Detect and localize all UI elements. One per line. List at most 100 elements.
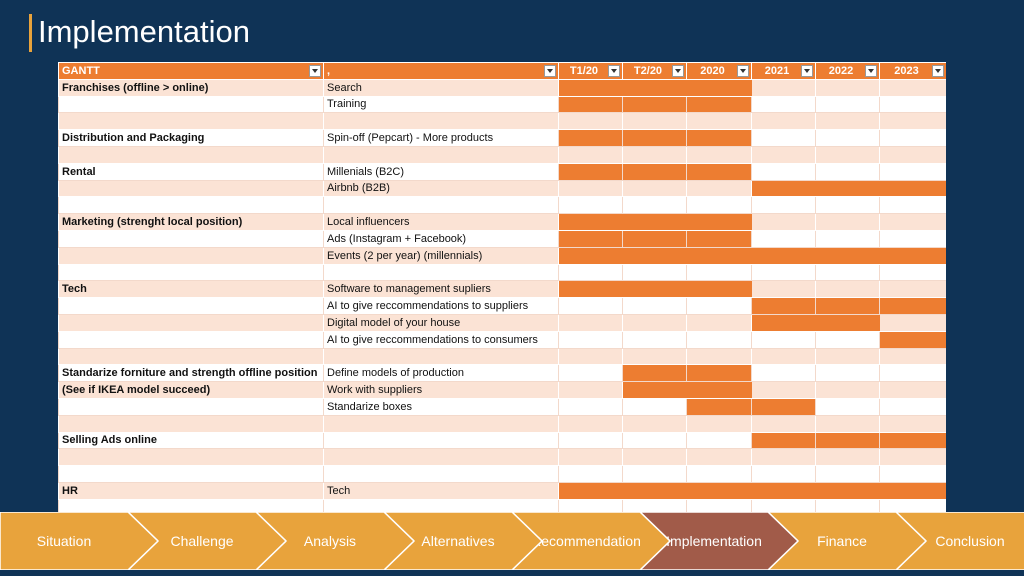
category-cell[interactable]: Rental — [58, 162, 324, 181]
timeline-cell[interactable] — [815, 162, 880, 181]
timeline-cell[interactable] — [558, 364, 623, 383]
category-cell[interactable] — [58, 112, 324, 131]
column-header[interactable]: 2023 — [879, 62, 946, 80]
gantt-bar-cell[interactable] — [751, 431, 816, 450]
timeline-cell[interactable] — [879, 112, 946, 131]
gantt-bar-cell[interactable] — [622, 280, 687, 299]
task-cell[interactable]: Ads (Instagram + Facebook) — [323, 229, 559, 248]
filter-dropdown-icon[interactable] — [608, 65, 620, 77]
category-cell[interactable]: Selling Ads online — [58, 431, 324, 450]
gantt-bar-cell[interactable] — [686, 280, 752, 299]
timeline-cell[interactable] — [622, 112, 687, 131]
timeline-cell[interactable] — [686, 112, 752, 131]
timeline-cell[interactable] — [622, 196, 687, 215]
timeline-cell[interactable] — [622, 179, 687, 198]
timeline-cell[interactable] — [815, 129, 880, 147]
timeline-cell[interactable] — [622, 313, 687, 332]
nav-step-alternatives[interactable]: Alternatives — [384, 512, 542, 570]
timeline-cell[interactable] — [558, 263, 623, 282]
gantt-bar-cell[interactable] — [879, 246, 946, 265]
nav-step-challenge[interactable]: Challenge — [128, 512, 286, 570]
timeline-cell[interactable] — [815, 280, 880, 299]
timeline-cell[interactable] — [622, 448, 687, 467]
timeline-cell[interactable] — [558, 196, 623, 215]
category-cell[interactable]: HR — [58, 481, 324, 500]
timeline-cell[interactable] — [622, 145, 687, 164]
timeline-cell[interactable] — [558, 330, 623, 349]
timeline-cell[interactable] — [558, 465, 623, 483]
timeline-cell[interactable] — [751, 381, 816, 399]
timeline-cell[interactable] — [686, 431, 752, 450]
gantt-bar-cell[interactable] — [558, 78, 623, 97]
gantt-bar-cell[interactable] — [686, 129, 752, 147]
timeline-cell[interactable] — [815, 347, 880, 366]
task-cell[interactable]: Search — [323, 78, 559, 97]
filter-dropdown-icon[interactable] — [932, 65, 944, 77]
timeline-cell[interactable] — [558, 498, 623, 512]
timeline-cell[interactable] — [751, 196, 816, 215]
task-cell[interactable] — [323, 347, 559, 366]
timeline-cell[interactable] — [815, 330, 880, 349]
timeline-cell[interactable] — [879, 145, 946, 164]
gantt-bar-cell[interactable] — [622, 246, 687, 265]
gantt-bar-cell[interactable] — [686, 95, 752, 114]
timeline-cell[interactable] — [751, 112, 816, 131]
timeline-cell[interactable] — [815, 465, 880, 483]
timeline-cell[interactable] — [751, 145, 816, 164]
task-cell[interactable] — [323, 145, 559, 164]
gantt-bar-cell[interactable] — [622, 95, 687, 114]
gantt-bar-cell[interactable] — [622, 381, 687, 399]
gantt-bar-cell[interactable] — [686, 364, 752, 383]
gantt-bar-cell[interactable] — [622, 129, 687, 147]
filter-dropdown-icon[interactable] — [544, 65, 556, 77]
task-cell[interactable] — [323, 431, 559, 450]
timeline-cell[interactable] — [879, 381, 946, 399]
column-header[interactable]: 2022 — [815, 62, 880, 80]
filter-dropdown-icon[interactable] — [865, 65, 877, 77]
task-cell[interactable] — [323, 465, 559, 483]
timeline-cell[interactable] — [686, 297, 752, 315]
gantt-bar-cell[interactable] — [686, 246, 752, 265]
gantt-bar-cell[interactable] — [751, 297, 816, 315]
gantt-bar-cell[interactable] — [558, 95, 623, 114]
gantt-bar-cell[interactable] — [751, 179, 816, 198]
task-cell[interactable]: Training — [323, 95, 559, 114]
category-cell[interactable] — [58, 414, 324, 433]
column-header[interactable]: GANTT — [58, 62, 324, 80]
column-header[interactable]: T2/20 — [622, 62, 687, 80]
timeline-cell[interactable] — [815, 78, 880, 97]
gantt-bar-cell[interactable] — [815, 431, 880, 450]
timeline-cell[interactable] — [558, 347, 623, 366]
timeline-cell[interactable] — [815, 364, 880, 383]
gantt-bar-cell[interactable] — [751, 246, 816, 265]
category-cell[interactable]: (See if IKEA model succeed) — [58, 381, 324, 399]
timeline-cell[interactable] — [558, 179, 623, 198]
timeline-cell[interactable] — [558, 112, 623, 131]
category-cell[interactable] — [58, 330, 324, 349]
task-cell[interactable]: AI to give reccommendations to consumers — [323, 330, 559, 349]
task-cell[interactable] — [323, 414, 559, 433]
timeline-cell[interactable] — [879, 448, 946, 467]
timeline-cell[interactable] — [558, 448, 623, 467]
timeline-cell[interactable] — [879, 78, 946, 97]
gantt-bar-cell[interactable] — [622, 364, 687, 383]
timeline-cell[interactable] — [622, 263, 687, 282]
timeline-cell[interactable] — [751, 229, 816, 248]
task-cell[interactable]: Events (2 per year) (millennials) — [323, 246, 559, 265]
gantt-bar-cell[interactable] — [622, 78, 687, 97]
filter-dropdown-icon[interactable] — [737, 65, 749, 77]
timeline-cell[interactable] — [751, 448, 816, 467]
gantt-bar-cell[interactable] — [622, 213, 687, 231]
timeline-cell[interactable] — [751, 129, 816, 147]
filter-dropdown-icon[interactable] — [672, 65, 684, 77]
timeline-cell[interactable] — [686, 498, 752, 512]
timeline-cell[interactable] — [879, 280, 946, 299]
timeline-cell[interactable] — [879, 196, 946, 215]
timeline-cell[interactable] — [751, 263, 816, 282]
category-cell[interactable] — [58, 145, 324, 164]
nav-step-conclusion[interactable]: Conclusion — [896, 512, 1024, 570]
category-cell[interactable]: Standarize forniture and strength offlin… — [58, 364, 324, 383]
timeline-cell[interactable] — [622, 347, 687, 366]
timeline-cell[interactable] — [879, 397, 946, 416]
column-header[interactable]: T1/20 — [558, 62, 623, 80]
